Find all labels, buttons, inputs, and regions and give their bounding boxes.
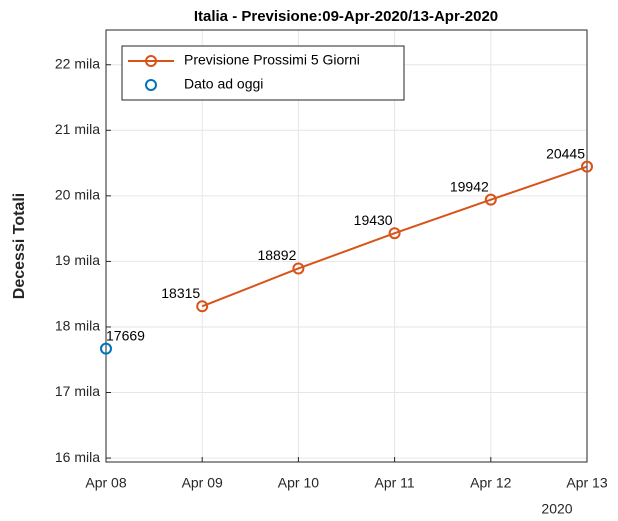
legend-label: Previsione Prossimi 5 Giorni xyxy=(184,52,360,68)
data-label: 19430 xyxy=(354,212,393,228)
data-point xyxy=(196,300,209,313)
x-year-label: 2020 xyxy=(541,501,572,517)
y-tick-label: 21 mila xyxy=(55,121,100,137)
y-tick-label: 18 mila xyxy=(55,318,100,334)
legend-marker xyxy=(145,55,157,67)
data-label: 17669 xyxy=(106,327,145,343)
x-tick-label: Apr 08 xyxy=(85,475,126,491)
data-label: 19942 xyxy=(450,178,489,194)
data-point xyxy=(484,193,497,206)
x-tick-label: Apr 11 xyxy=(374,475,414,491)
legend-label: Dato ad oggi xyxy=(184,76,263,92)
data-label: 18892 xyxy=(257,247,296,263)
y-tick-label: 22 mila xyxy=(55,55,100,71)
y-tick-label: 16 mila xyxy=(55,449,100,465)
data-point xyxy=(388,227,401,240)
chart-title: Italia - Previsione:09-Apr-2020/13-Apr-2… xyxy=(194,8,498,25)
axes-box xyxy=(105,29,588,463)
data-point xyxy=(292,262,305,275)
x-tick-label: Apr 13 xyxy=(566,475,607,491)
y-tick-label: 17 mila xyxy=(55,383,100,399)
y-tick-label: 19 mila xyxy=(55,252,100,268)
series-line xyxy=(201,165,588,308)
x-tick-label: Apr 10 xyxy=(278,475,319,491)
legend-box xyxy=(121,45,405,101)
x-tick-label: Apr 12 xyxy=(470,475,511,491)
x-tick-label: Apr 09 xyxy=(182,475,223,491)
y-axis-label: Decessi Totali xyxy=(11,193,28,299)
data-point xyxy=(100,342,112,355)
data-point xyxy=(581,160,593,173)
data-label: 20445 xyxy=(546,145,585,161)
y-tick-label: 20 mila xyxy=(55,187,100,203)
legend-marker xyxy=(145,79,157,91)
plot-area xyxy=(106,30,587,462)
data-label: 18315 xyxy=(161,285,200,301)
